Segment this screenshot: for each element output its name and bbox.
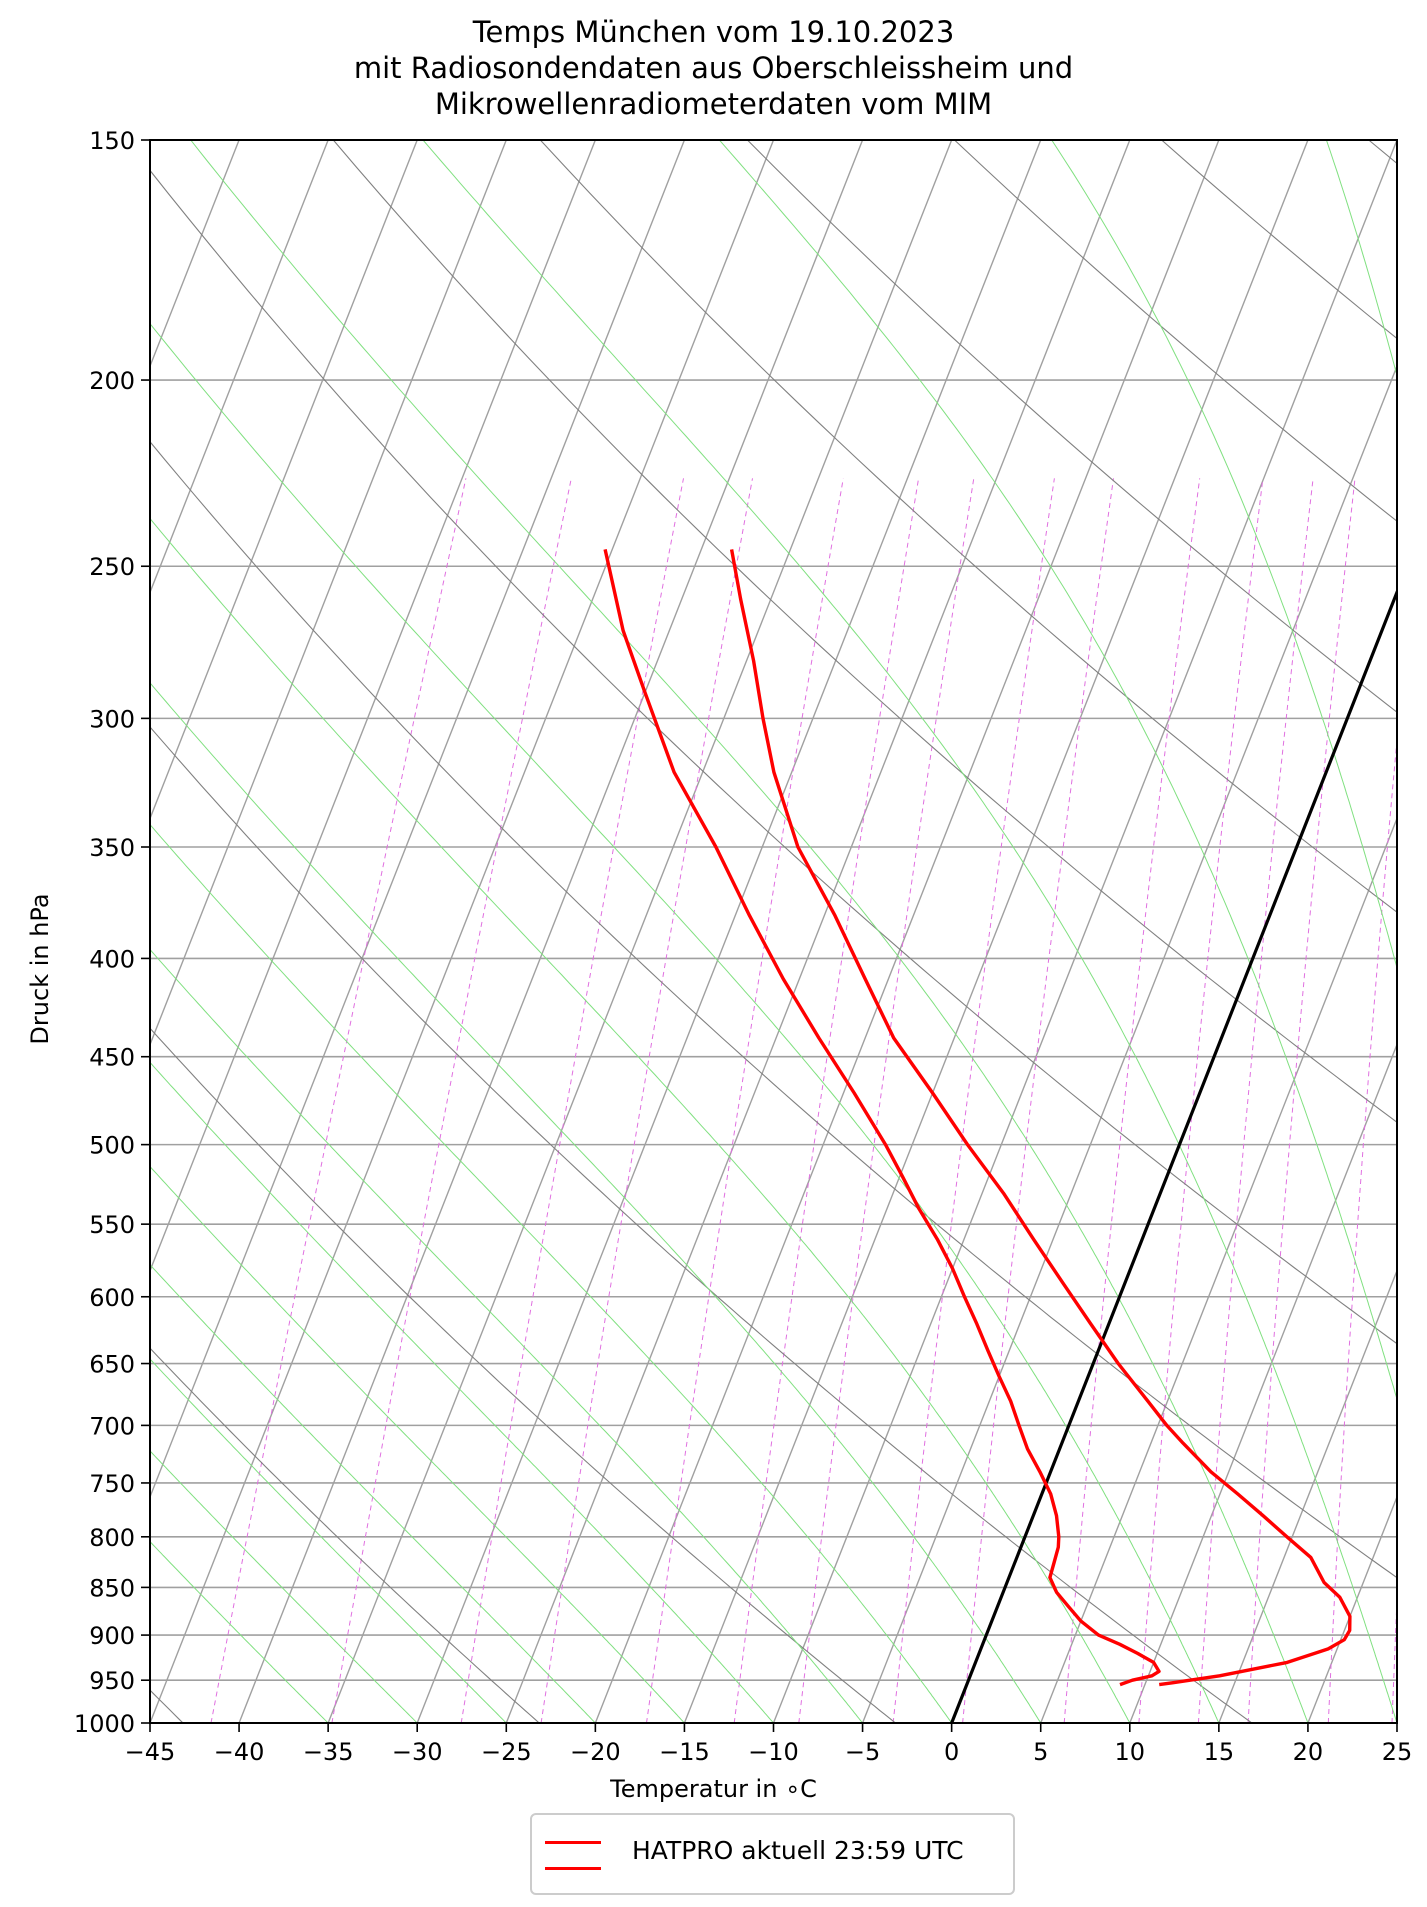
isotherm bbox=[327, 140, 953, 1723]
moist-adiabat bbox=[150, 948, 863, 1723]
dry-adiabat bbox=[954, 140, 1397, 522]
moist-adiabat bbox=[1325, 140, 1397, 378]
y-tick-label: 500 bbox=[89, 1132, 135, 1160]
y-tick-label: 250 bbox=[89, 553, 135, 581]
isotherm bbox=[950, 590, 1397, 1723]
isotherm bbox=[150, 140, 597, 1273]
mixing-ratio-line bbox=[798, 478, 975, 1723]
mixing-ratio-line bbox=[331, 478, 572, 1723]
y-tick-label: 350 bbox=[89, 834, 135, 862]
isotherm bbox=[416, 140, 1042, 1723]
legend-label: HATPRO aktuell 23:59 UTC bbox=[632, 1836, 964, 1865]
y-tick-label: 300 bbox=[89, 705, 135, 733]
isotherm bbox=[150, 140, 329, 595]
dry-adiabat bbox=[150, 440, 1397, 1579]
mixing-ratio-line bbox=[540, 478, 753, 1723]
x-tick-label: −30 bbox=[392, 1738, 443, 1766]
dry-adiabat bbox=[332, 140, 1397, 1123]
moist-adiabat bbox=[150, 1358, 507, 1723]
dry-adiabat bbox=[150, 169, 1397, 1345]
moist-adiabat bbox=[150, 1540, 329, 1723]
x-axis-label: Temperatur in ∘C bbox=[610, 1775, 817, 1803]
isotherm bbox=[1218, 1268, 1397, 1723]
title-line-2: mit Radiosondendaten aus Oberschleisshei… bbox=[353, 51, 1074, 85]
x-tick-label: −25 bbox=[481, 1738, 532, 1766]
x-tick-label: 15 bbox=[1204, 1738, 1235, 1766]
y-tick-label: 800 bbox=[89, 1524, 135, 1552]
isotherm bbox=[150, 140, 775, 1723]
y-tick-label: 700 bbox=[89, 1412, 135, 1440]
x-tick-label: −20 bbox=[570, 1738, 621, 1766]
x-tick-label: −40 bbox=[214, 1738, 265, 1766]
dry-adiabat bbox=[539, 140, 1397, 913]
title-line-3: Mikrowellenradiometerdaten vom MIM bbox=[434, 87, 993, 121]
x-tick-label: 5 bbox=[1033, 1738, 1048, 1766]
legend-swatch-dewpoint bbox=[545, 1867, 601, 1870]
isotherm bbox=[683, 140, 1309, 1723]
x-tick-label: −15 bbox=[659, 1738, 710, 1766]
x-tick-label: 20 bbox=[1293, 1738, 1324, 1766]
isotherm bbox=[861, 364, 1397, 1723]
dry-adiabat bbox=[747, 140, 1397, 713]
moist-adiabat bbox=[150, 1450, 418, 1723]
moist-adiabat bbox=[150, 517, 1131, 1723]
y-tick-label: 950 bbox=[89, 1667, 135, 1695]
dry-adiabat bbox=[150, 1027, 896, 1723]
x-tick-label: 25 bbox=[1382, 1738, 1413, 1766]
isotherm bbox=[1040, 816, 1397, 1723]
mixing-ratio-line bbox=[646, 478, 844, 1723]
moist-adiabat bbox=[150, 823, 953, 1723]
y-tick-label: 1000 bbox=[74, 1710, 135, 1738]
mixing-ratio-line bbox=[210, 478, 467, 1723]
isotherm bbox=[150, 140, 507, 1047]
moist-adiabat bbox=[150, 1264, 596, 1723]
legend: HATPRO aktuell 23:59 UTC bbox=[530, 1813, 1015, 1895]
moist-adiabat bbox=[190, 140, 1309, 1723]
moist-adiabat bbox=[150, 1061, 774, 1723]
x-tick-label: 10 bbox=[1115, 1738, 1146, 1766]
dry-adiabat bbox=[150, 726, 1253, 1723]
y-tick-label: 450 bbox=[89, 1044, 135, 1072]
moist-adiabat bbox=[1051, 140, 1397, 970]
chart-title: Temps München vom 19.10.2023 mit Radioso… bbox=[0, 14, 1427, 122]
y-tick-label: 550 bbox=[89, 1211, 135, 1239]
zero-isotherm-line bbox=[950, 587, 1397, 1723]
isotherm bbox=[505, 140, 1131, 1723]
plot-area bbox=[150, 140, 1397, 1723]
mixing-ratio-line bbox=[733, 478, 920, 1723]
temperature-profile-line bbox=[729, 549, 1352, 1687]
isotherm bbox=[772, 140, 1397, 1723]
y-tick-label: 600 bbox=[89, 1284, 135, 1312]
legend-swatch-temperature bbox=[545, 1841, 601, 1844]
moist-adiabat bbox=[150, 682, 1042, 1723]
mixing-ratio-line bbox=[460, 478, 684, 1723]
x-tick-label: −10 bbox=[748, 1738, 799, 1766]
y-tick-label: 750 bbox=[89, 1470, 135, 1498]
isotherm bbox=[150, 140, 418, 821]
y-axis-label: Druck in hPa bbox=[26, 893, 54, 1045]
isotherm bbox=[1307, 1494, 1397, 1723]
title-line-1: Temps München vom 19.10.2023 bbox=[472, 15, 955, 49]
isotherm bbox=[238, 140, 864, 1723]
dry-adiabat bbox=[150, 1347, 540, 1723]
y-tick-label: 150 bbox=[89, 127, 135, 155]
x-tick-label: −35 bbox=[303, 1738, 354, 1766]
y-tick-label: 900 bbox=[89, 1622, 135, 1650]
x-tick-label: −5 bbox=[845, 1738, 880, 1766]
moist-adiabat bbox=[719, 140, 1397, 1401]
mixing-ratio-line bbox=[1327, 734, 1397, 1723]
dewpoint-profile-line bbox=[603, 549, 1161, 1687]
moist-adiabat bbox=[150, 1165, 685, 1723]
y-tick-label: 200 bbox=[89, 367, 135, 395]
isotherm bbox=[1396, 1721, 1397, 1723]
isotherm bbox=[594, 140, 1220, 1723]
x-tick-label: −45 bbox=[125, 1738, 176, 1766]
moist-adiabat bbox=[150, 322, 1220, 1723]
y-tick-label: 850 bbox=[89, 1574, 135, 1602]
y-tick-label: 650 bbox=[89, 1351, 135, 1379]
y-tick-label: 400 bbox=[89, 945, 135, 973]
x-tick-label: 0 bbox=[944, 1738, 959, 1766]
moist-adiabat bbox=[422, 140, 1397, 1723]
